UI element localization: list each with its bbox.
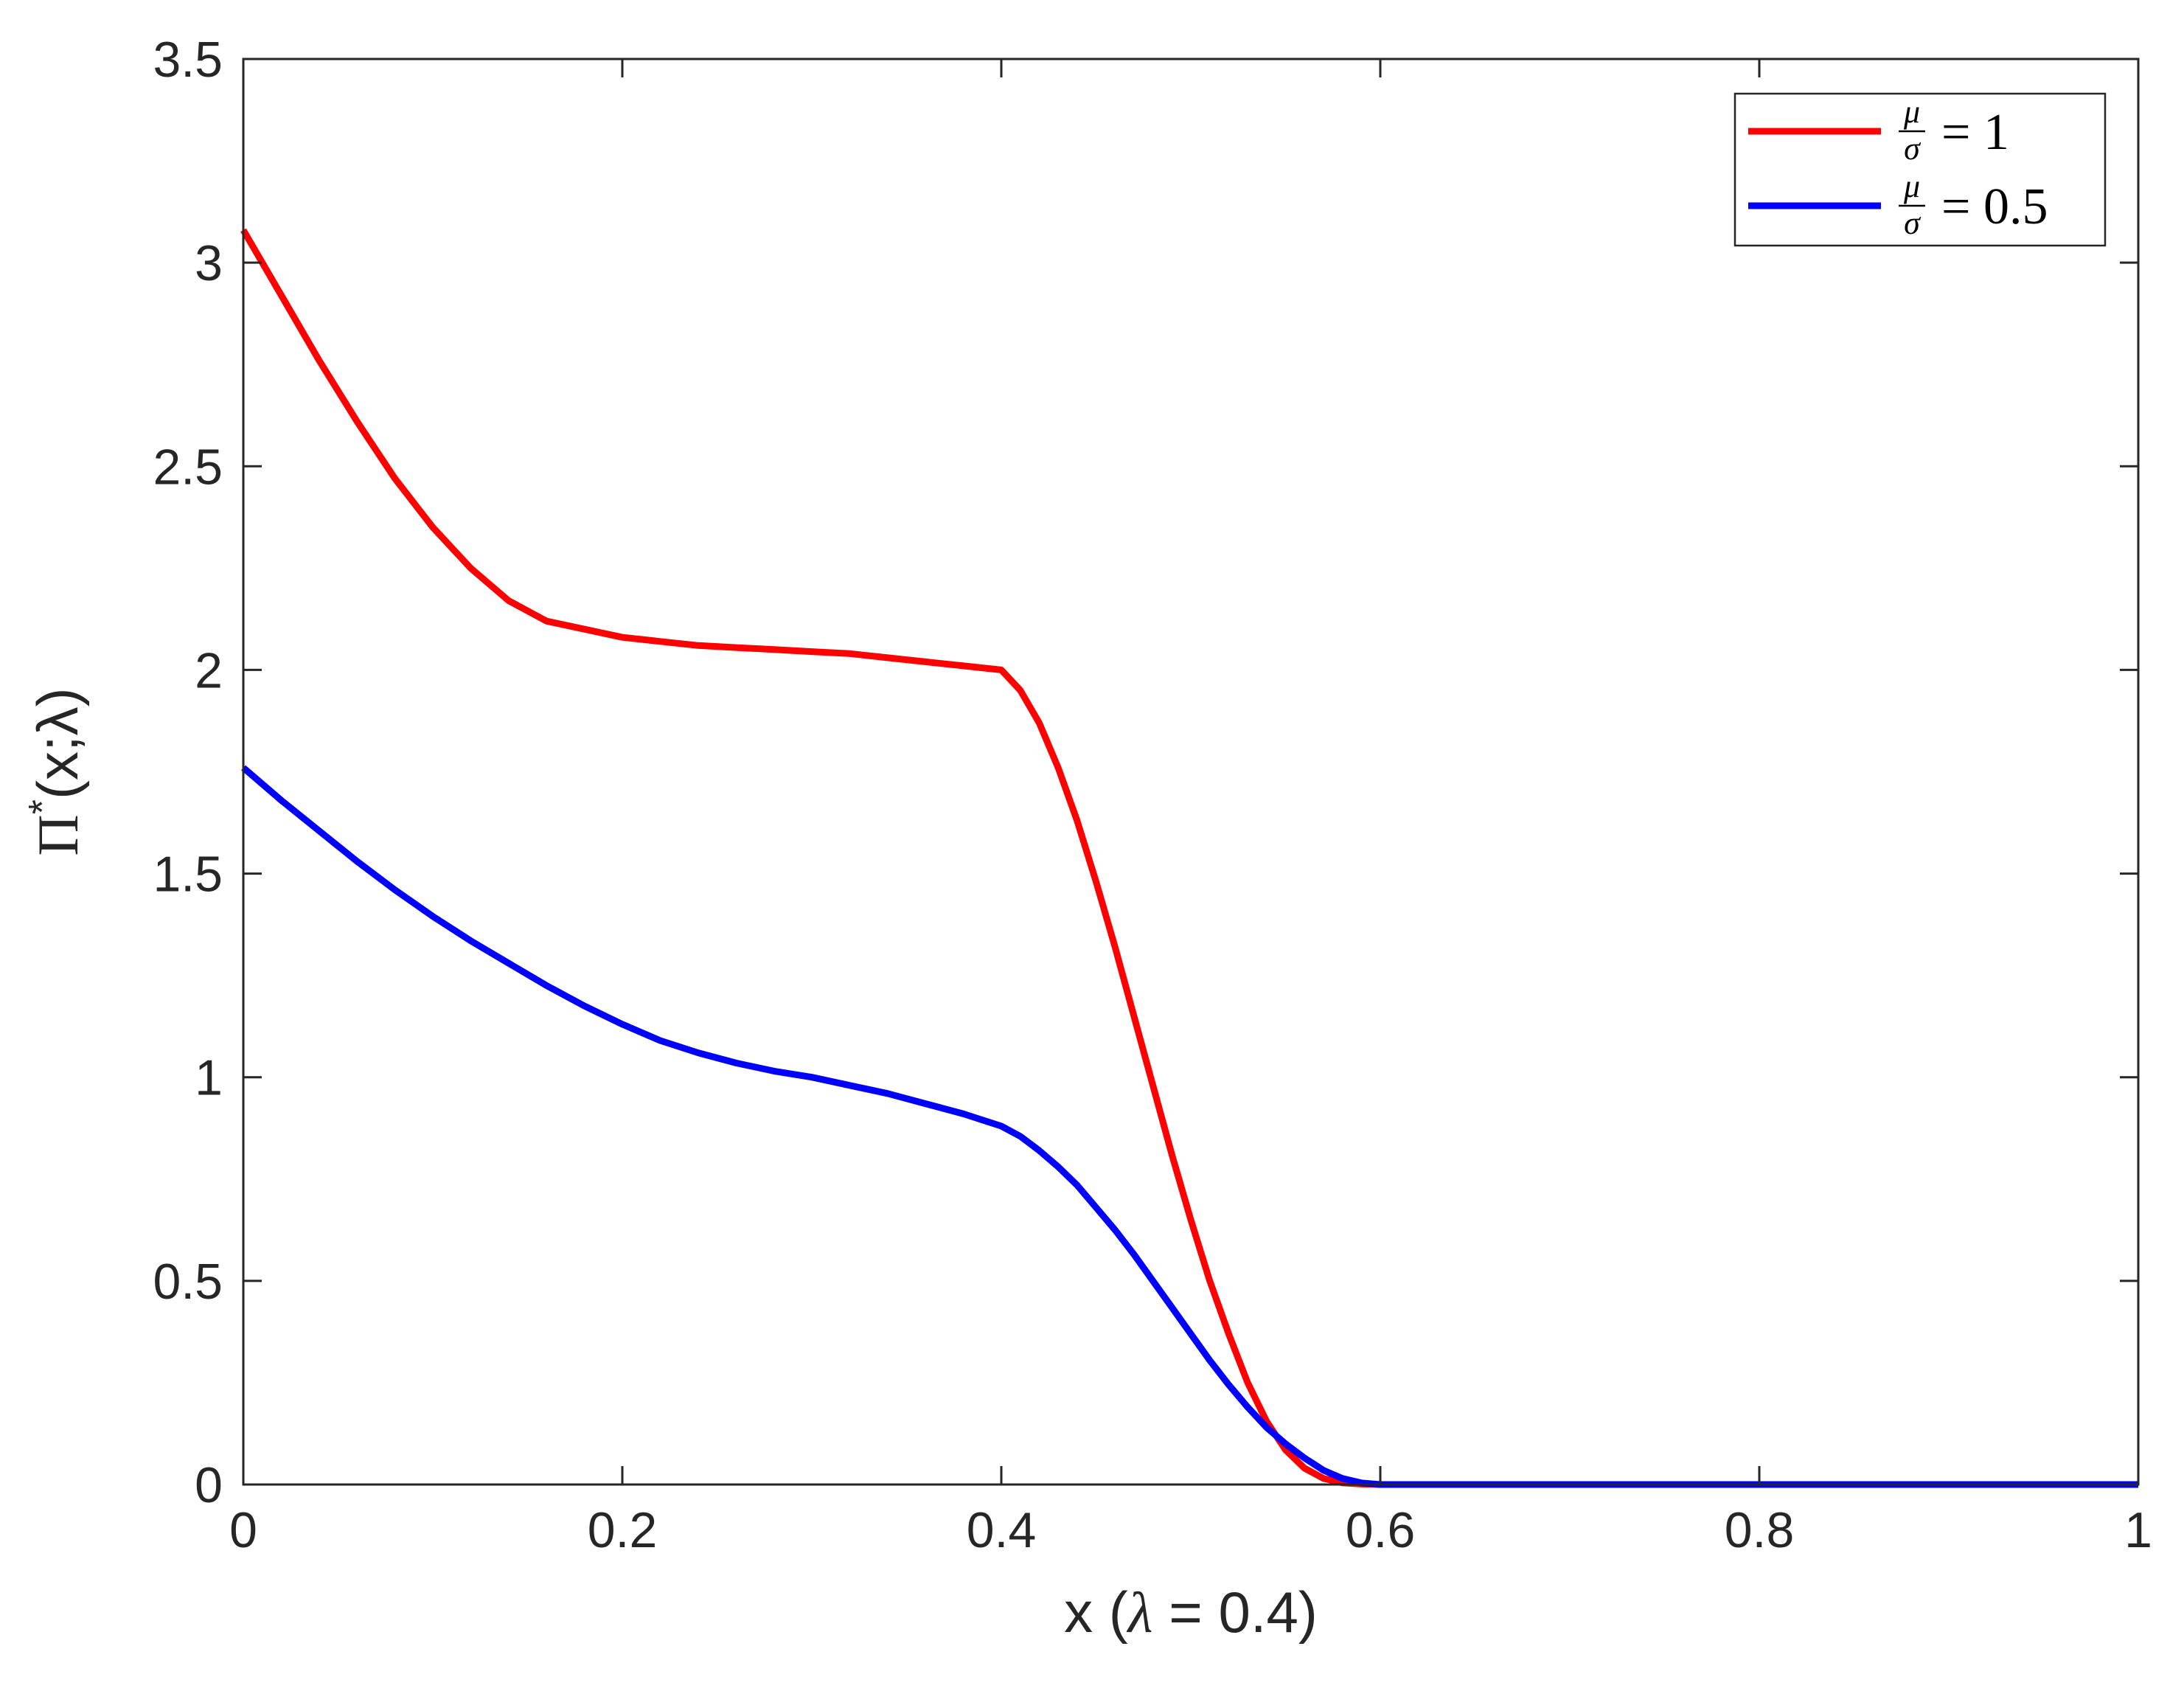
y-tick-label: 2.5 [153,439,223,495]
x-axis-label-suffix: = 0.4) [1153,1580,1318,1645]
legend-entries: μσ = 1μσ = 0.5 [1748,94,2048,241]
legend-label: = 0.5 [1941,178,2048,235]
x-axis-label-prefix: x ( [1064,1580,1128,1645]
y-axis-label: Π*(x;λ) [21,687,90,855]
x-axis-label: x (λ = 0.4) [1064,1580,1318,1645]
x-tick-label: 0.6 [1346,1502,1416,1558]
y-tick-label: 1.5 [153,847,223,903]
y-axis-label-superscript: * [21,799,64,814]
y-axis-label-args: (x;λ) [25,687,90,799]
x-tick-label: 0.4 [967,1502,1037,1558]
legend-fraction-numerator: μ [1903,94,1920,130]
legend-entry-1: μσ = 1 [1748,94,2009,167]
legend-fraction-denominator: σ [1904,205,1922,241]
x-tick-label: 0 [229,1502,257,1558]
axis-tick-labels: 0 0.2 0.4 0.6 0.8 1 0 0.5 1 1.5 2 2.5 3 3.5 [153,32,2152,1558]
y-tick-label: 1 [195,1050,223,1106]
axis-ticks [242,58,2140,1486]
y-tick-label: 3 [195,235,223,291]
y-tick-label: 0 [195,1457,223,1513]
plot-area-frame [242,58,2140,1486]
x-axis-label-lambda: λ [1127,1580,1153,1645]
legend-fraction-numerator: μ [1903,168,1920,204]
y-tick-label: 0.5 [153,1254,223,1310]
x-tick-label: 0.8 [1725,1502,1795,1558]
y-axis-label-main: Π [26,814,90,855]
legend-entry-2: μσ = 0.5 [1748,168,2048,241]
legend-box [1733,92,2107,247]
legend-fraction-denominator: σ [1904,131,1922,167]
legend-label: = 1 [1941,104,2009,161]
y-tick-label: 2 [195,642,223,698]
y-tick-label: 3.5 [153,32,223,88]
legend: μσ = 1μσ = 0.5 [1733,92,2107,247]
x-tick-label: 0.2 [588,1502,658,1558]
x-tick-label: 1 [2124,1502,2152,1558]
